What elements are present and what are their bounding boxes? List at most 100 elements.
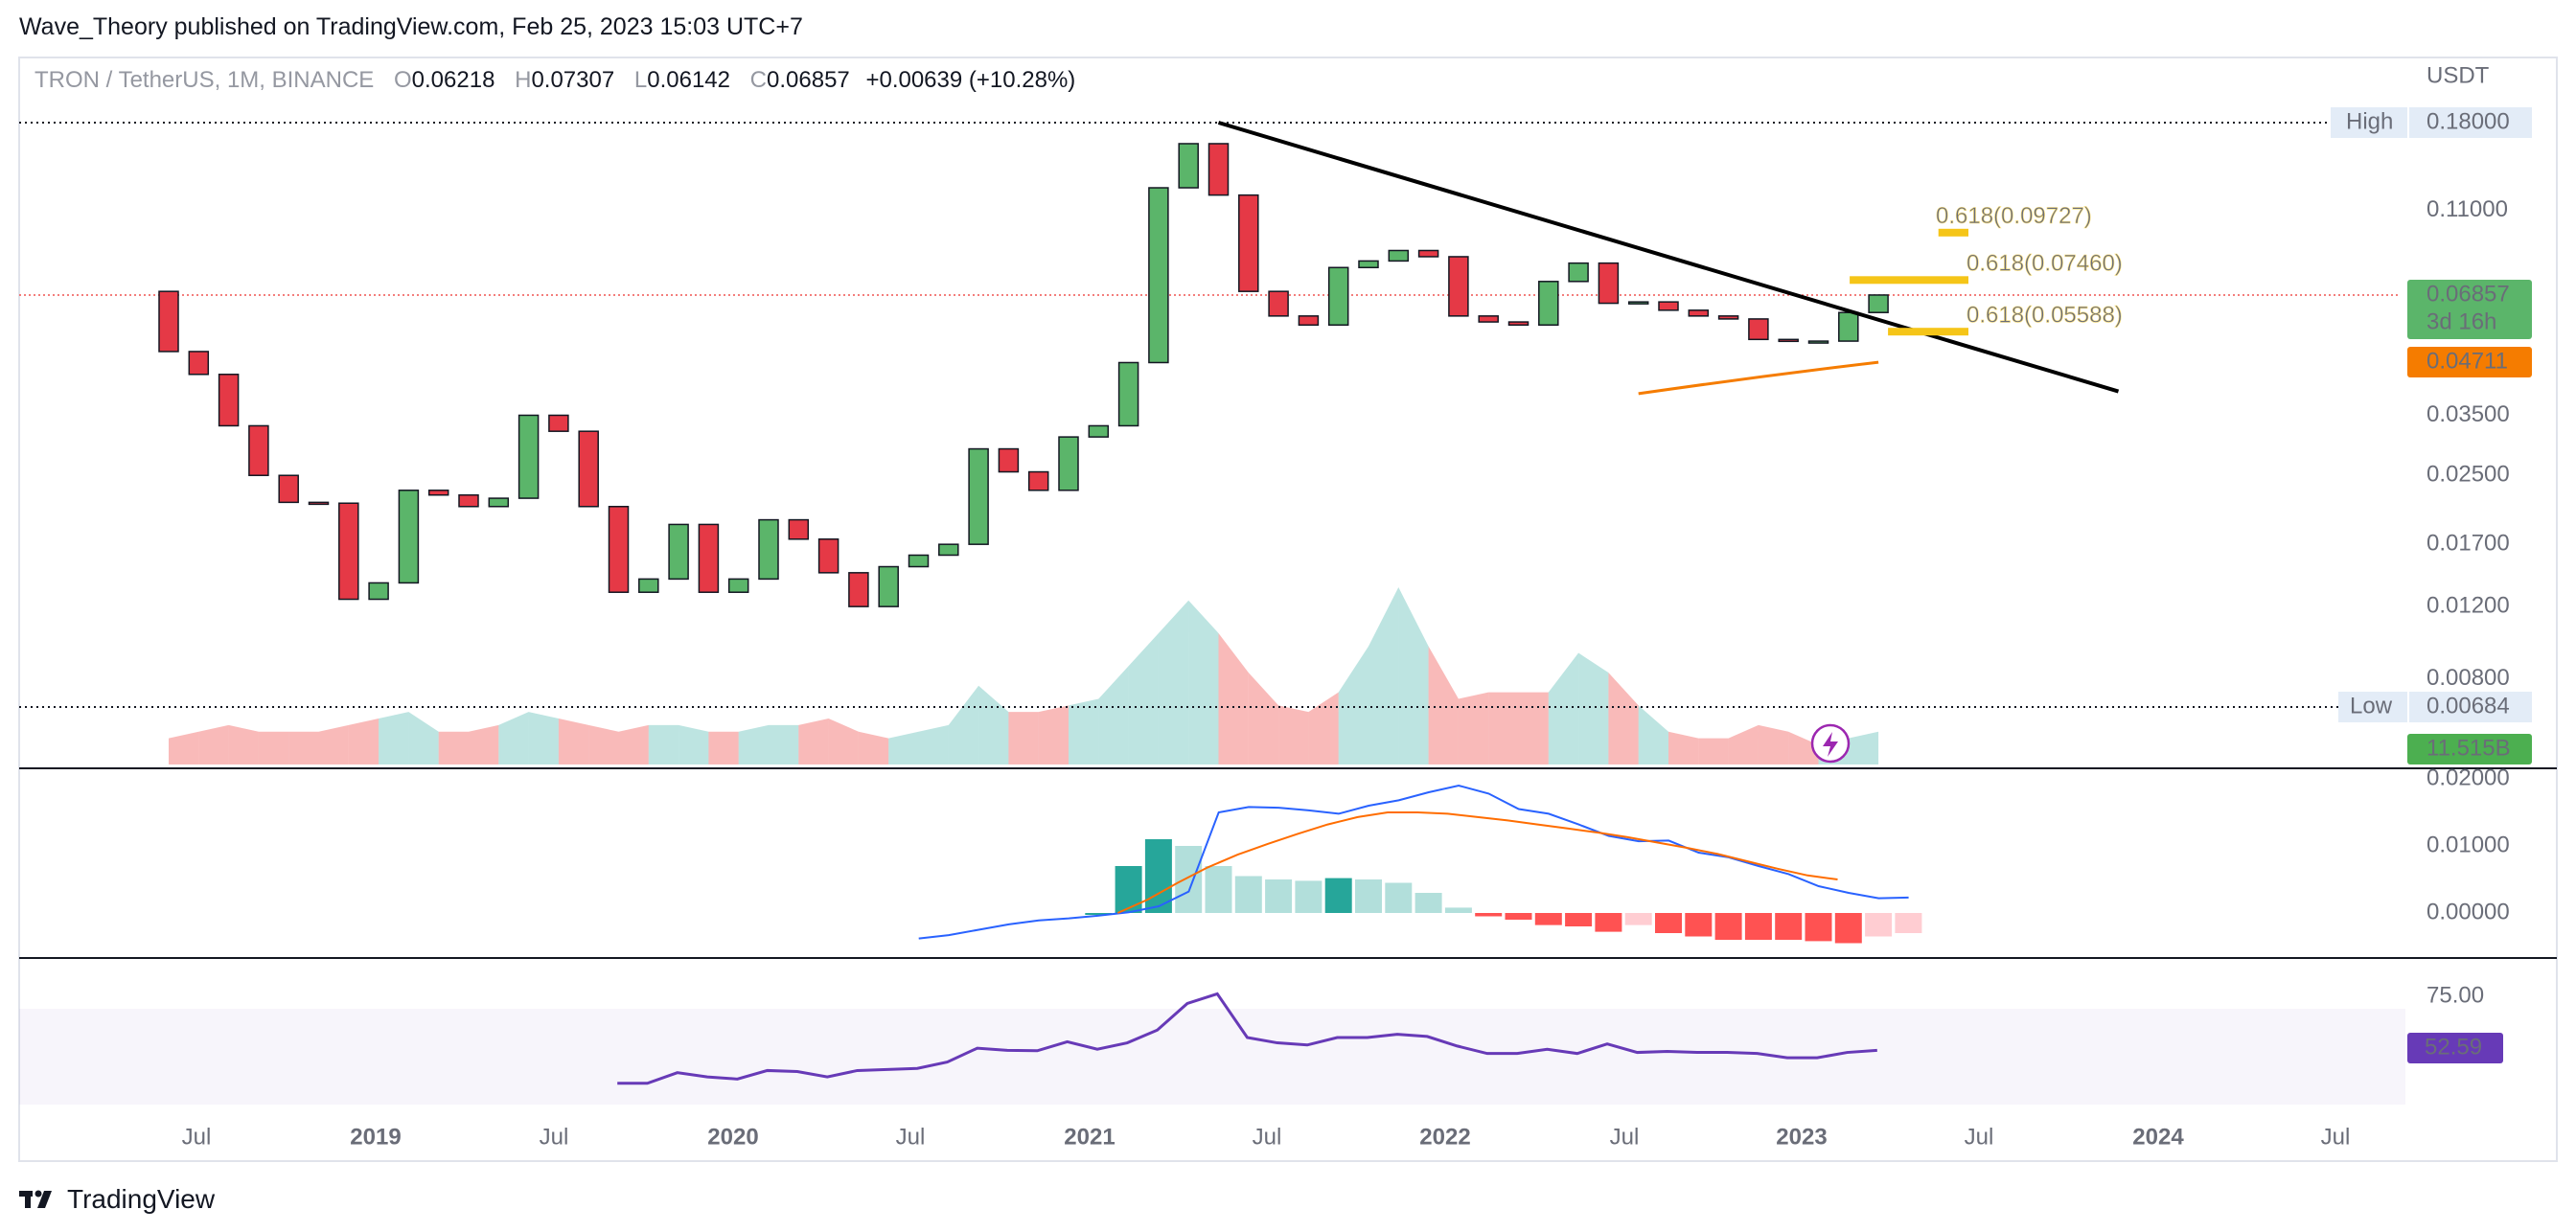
current-price-badge	[2407, 280, 2532, 339]
macd-histogram-bar	[1355, 879, 1382, 913]
candle	[668, 523, 689, 581]
candle-body	[1298, 315, 1320, 327]
volume-area	[318, 724, 349, 764]
tradingview-logo-icon	[19, 1189, 58, 1210]
high-badge-label: High	[2346, 108, 2393, 134]
volume-area	[769, 724, 799, 764]
fib-level-label: 0.618(0.05588)	[1966, 303, 2123, 329]
macd-histogram-bar	[1234, 876, 1262, 913]
volume-area	[858, 731, 889, 764]
volume-area	[258, 731, 289, 764]
candle	[848, 572, 869, 607]
volume-area	[1488, 692, 1519, 764]
volume-area	[1368, 587, 1399, 764]
candle-body	[908, 554, 930, 568]
candle-body	[158, 290, 179, 353]
time-axis-label: Jul	[896, 1124, 926, 1150]
macd-histogram-bar	[1385, 882, 1413, 913]
candle	[1717, 315, 1739, 320]
symbol-name[interactable]: TRON / TetherUS, 1M, BINANCE	[34, 67, 375, 93]
candle-body	[1117, 361, 1139, 427]
close-value: 0.06857	[767, 67, 850, 93]
current-price-value: 0.06857	[2426, 281, 2510, 307]
volume-value: 11.515B	[2426, 735, 2511, 761]
candle-body	[1538, 281, 1559, 327]
fib-level-line	[1938, 228, 1968, 237]
candle-body	[308, 501, 330, 506]
price-tick-label: 0.02500	[2426, 462, 2510, 488]
candle-countdown: 3d 16h	[2426, 308, 2496, 334]
ma-price-badge	[2407, 347, 2532, 377]
volume-area	[888, 731, 919, 764]
candle	[1538, 281, 1559, 327]
volume-area	[1518, 692, 1549, 764]
volume-area	[1698, 738, 1729, 764]
candle	[698, 523, 720, 593]
candle	[368, 582, 389, 601]
ma-price-value: 0.04711	[2426, 348, 2508, 374]
candle	[518, 414, 540, 499]
volume-area	[558, 719, 589, 764]
chart-frame	[18, 57, 2558, 1162]
candle	[968, 447, 989, 545]
fib-level-label: 0.618(0.09727)	[1936, 203, 2092, 229]
volume-area	[1158, 600, 1189, 764]
volume-area	[198, 724, 229, 764]
time-axis-label: Jul	[540, 1124, 569, 1150]
macd-histogram-bar	[1685, 913, 1713, 937]
candle-body	[1358, 260, 1379, 269]
low-badge-value: 0.00684	[2426, 693, 2510, 719]
volume-area	[1338, 646, 1368, 764]
candle-body	[338, 502, 359, 601]
candle-body	[1748, 318, 1769, 341]
macd-histogram-bar	[1534, 913, 1562, 925]
macd-histogram-bar	[1805, 913, 1832, 942]
rsi-line	[617, 992, 1877, 1085]
volume-area	[1128, 632, 1159, 764]
macd-histogram-bar	[1085, 913, 1113, 915]
candle	[1658, 301, 1679, 311]
macd-histogram-bar	[1565, 913, 1593, 926]
volume-area	[1398, 587, 1429, 764]
candle-body	[788, 518, 810, 540]
rsi-band	[19, 1009, 2405, 1105]
rsi-tick-label: 75.00	[2426, 982, 2484, 1008]
candle-body	[1688, 309, 1710, 317]
volume-area	[1038, 705, 1069, 764]
rsi-value: 52.59	[2425, 1034, 2482, 1060]
time-axis-label: 2019	[350, 1124, 401, 1150]
resistance-trendline	[1217, 121, 2120, 394]
volume-area	[1069, 698, 1099, 764]
trading-chart[interactable]: 0.618(0.09727) 0.618(0.07460) 0.618(0.0558…	[0, 0, 2576, 1178]
macd-tick-label: 0.00000	[2426, 899, 2510, 924]
candle-body	[1807, 340, 1829, 344]
change-value: +0.00639 (+10.28%)	[865, 67, 1076, 93]
macd-signal-line	[1116, 811, 1838, 914]
candle	[188, 351, 210, 376]
candle	[458, 493, 479, 508]
macd-histogram-bar	[1834, 913, 1862, 944]
macd-histogram-bar	[1505, 913, 1532, 920]
footer: TradingView	[19, 1184, 215, 1215]
candle	[908, 554, 930, 568]
high-badge	[2331, 107, 2532, 138]
volume-area	[1638, 705, 1668, 764]
close-label: C	[749, 67, 768, 93]
candle-body	[278, 474, 299, 504]
candle-body	[1778, 338, 1799, 343]
candle-body	[458, 493, 479, 508]
candle-body	[1268, 290, 1289, 317]
candle	[1448, 256, 1469, 317]
candle-body	[1238, 194, 1259, 292]
rsi-value-badge	[2407, 1033, 2503, 1063]
candle	[427, 490, 449, 496]
candle	[1058, 436, 1079, 491]
volume-area	[588, 724, 619, 764]
candle	[878, 565, 899, 607]
candle-body	[698, 523, 720, 593]
lightning-icon	[1810, 723, 1851, 764]
candle-body	[1868, 294, 1889, 313]
lightning-icon-bolt	[1823, 732, 1838, 757]
open-value: 0.06218	[411, 67, 495, 93]
candle-body	[1568, 262, 1589, 283]
